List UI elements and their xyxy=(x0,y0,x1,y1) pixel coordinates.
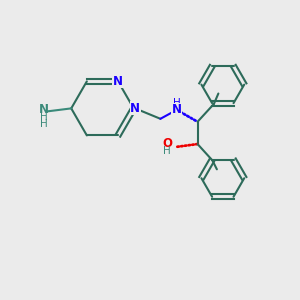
Text: O: O xyxy=(162,137,172,150)
Text: H: H xyxy=(40,119,48,129)
Text: H: H xyxy=(163,146,171,156)
Text: N: N xyxy=(172,103,182,116)
Text: N: N xyxy=(113,75,123,88)
Text: H: H xyxy=(40,112,48,122)
Text: N: N xyxy=(130,102,140,115)
Text: H: H xyxy=(173,98,181,108)
Text: N: N xyxy=(39,103,49,116)
